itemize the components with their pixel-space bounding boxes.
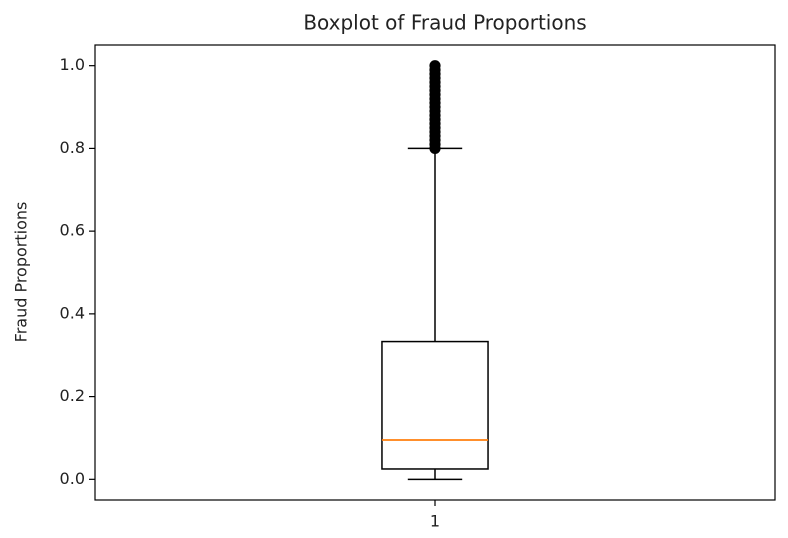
y-tick-label: 0.4: [60, 303, 85, 322]
flier: [429, 60, 441, 72]
y-tick-label: 0.0: [60, 469, 85, 488]
y-tick-label: 1.0: [60, 55, 85, 74]
y-tick-label: 0.8: [60, 138, 85, 157]
chart-title: Boxplot of Fraud Proportions: [303, 11, 586, 35]
y-tick-label: 0.6: [60, 221, 85, 240]
x-tick-label: 1: [430, 512, 440, 531]
box: [381, 340, 489, 470]
y-tick-label: 0.2: [60, 386, 85, 405]
y-axis-label: Fraud Proportions: [12, 202, 31, 343]
